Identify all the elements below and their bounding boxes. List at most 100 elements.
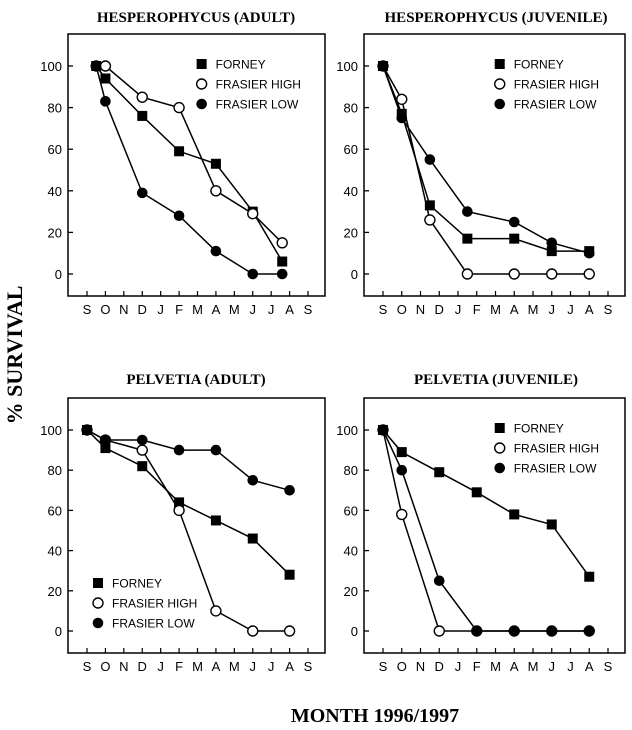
data-point: [396, 508, 408, 521]
data-point: [100, 434, 111, 446]
x-tick-label: J: [157, 659, 164, 674]
x-tick-label: J: [250, 659, 257, 674]
data-point: [173, 210, 185, 222]
x-tick-label: J: [268, 302, 275, 317]
x-tick-label: M: [490, 659, 501, 674]
y-tick-label: 100: [336, 59, 358, 74]
legend-marker: [92, 617, 104, 629]
y-tick-label: 40: [344, 544, 358, 559]
y-tick-label: 20: [48, 584, 62, 599]
x-tick-label: A: [285, 659, 294, 674]
data-point: [137, 461, 148, 472]
data-point: [462, 206, 473, 217]
data-point: [210, 515, 221, 526]
x-tick-label: A: [285, 302, 294, 317]
legend: FORNEY FRASIER HIGH FRASIER LOW: [494, 58, 599, 112]
data-point: [584, 571, 595, 582]
x-tick-label: F: [473, 302, 481, 317]
data-point: [100, 73, 111, 84]
y-tick-label: 40: [48, 544, 62, 559]
data-point: [396, 447, 407, 458]
y-tick-label: 40: [48, 184, 62, 199]
y-tick-label: 0: [55, 267, 62, 282]
data-point: [247, 474, 259, 486]
legend-label: FRASIER LOW: [514, 462, 597, 476]
data-point: [276, 268, 288, 280]
data-point: [277, 256, 288, 267]
x-tick-label: S: [379, 659, 388, 674]
y-tick-label: 20: [344, 225, 358, 240]
data-point: [433, 575, 445, 587]
legend-label: FORNEY: [514, 422, 564, 436]
data-point: [136, 444, 148, 456]
x-tick-label: J: [268, 659, 275, 674]
data-point: [471, 625, 483, 637]
data-point: [396, 464, 408, 476]
plot-frame: [363, 33, 626, 297]
x-tick-label: M: [528, 302, 539, 317]
x-tick-label: J: [549, 302, 556, 317]
series-forney: [91, 61, 288, 267]
data-point: [509, 233, 520, 244]
data-point: [461, 268, 474, 280]
x-tick-label: A: [585, 659, 594, 674]
data-point: [283, 625, 296, 637]
data-point: [136, 91, 148, 103]
legend-marker: [195, 78, 208, 90]
y-tick-label: 100: [336, 423, 358, 438]
legend-label: FRASIER HIGH: [514, 78, 599, 92]
x-tick-label: A: [585, 302, 594, 317]
data-point: [546, 237, 558, 249]
x-tick-label: D: [138, 302, 147, 317]
x-tick-label: J: [455, 659, 462, 674]
data-point: [247, 625, 259, 637]
data-point: [509, 509, 520, 520]
x-tick-label: J: [549, 659, 556, 674]
series-line: [382, 429, 590, 632]
series-frasier-high: [377, 60, 595, 280]
data-point: [173, 444, 185, 456]
legend-marker: [494, 59, 505, 69]
y-tick-label: 60: [48, 142, 62, 157]
data-point: [424, 200, 435, 211]
data-point: [583, 268, 595, 280]
series-frasier-low: [90, 60, 288, 280]
y-axis-label: % SURVIVAL: [2, 286, 27, 425]
x-tick-label: S: [304, 659, 313, 674]
x-axis-label: MONTH 1996/1997: [291, 705, 459, 727]
y-tick-label: 80: [48, 101, 62, 116]
legend-marker: [494, 423, 505, 433]
x-tick-label: N: [416, 302, 425, 317]
x-tick-label: J: [250, 302, 257, 317]
data-point: [247, 533, 258, 544]
legend-label: FORNEY: [514, 58, 564, 72]
x-tick-label: M: [192, 659, 203, 674]
data-point: [508, 216, 520, 228]
data-point: [508, 625, 520, 637]
x-tick-label: A: [212, 302, 221, 317]
y-tick-label: 0: [55, 624, 62, 639]
data-point: [100, 96, 111, 107]
x-tick-label: O: [397, 302, 407, 317]
y-tick-label: 60: [344, 142, 358, 157]
series-frasier-low: [377, 424, 595, 637]
x-tick-label: M: [229, 302, 240, 317]
data-point: [284, 569, 295, 580]
x-tick-label: O: [100, 659, 110, 674]
legend: FORNEY FRASIER HIGH FRASIER LOW: [494, 422, 599, 476]
data-point: [99, 60, 112, 72]
data-point: [396, 112, 408, 124]
legend-marker: [92, 597, 104, 609]
x-tick-label: A: [212, 659, 221, 674]
legend-label: FRASIER LOW: [514, 98, 597, 112]
x-tick-label: J: [455, 302, 462, 317]
data-point: [424, 214, 436, 226]
data-point: [174, 497, 185, 508]
x-tick-label: S: [379, 302, 388, 317]
series-frasier-low: [81, 424, 295, 496]
legend-label: FRASIER HIGH: [112, 597, 197, 611]
series-frasier-low: [377, 60, 595, 259]
